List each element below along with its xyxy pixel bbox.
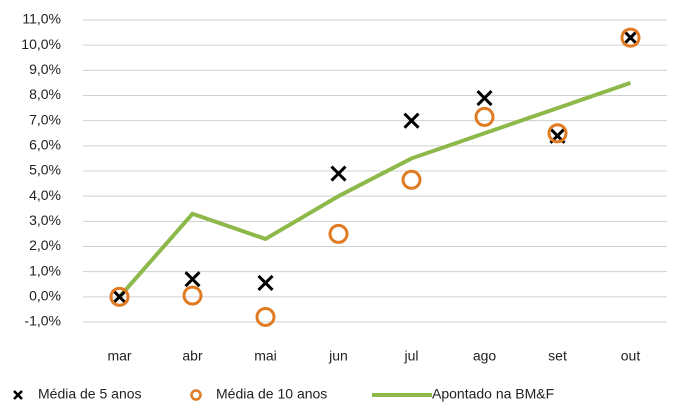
x-marker	[184, 271, 201, 288]
circle-marker	[255, 306, 276, 327]
legend-label: Média de 5 anos	[38, 386, 142, 402]
legend-marker	[190, 389, 202, 401]
circle-marker	[328, 223, 349, 244]
y-tick-label: 9,0%	[29, 61, 61, 77]
circle-marker	[109, 286, 130, 307]
y-tick-label: 7,0%	[29, 111, 61, 127]
y-tick-label: 3,0%	[29, 212, 61, 228]
circle-marker	[474, 106, 495, 127]
x-marker	[257, 274, 274, 292]
y-tick-label: 0,0%	[29, 288, 61, 304]
x-tick-label: jul	[403, 348, 418, 364]
y-tick-label: 1,0%	[29, 262, 61, 278]
circle-marker	[401, 169, 422, 190]
line	[117, 81, 632, 299]
x-tick-label: out	[621, 348, 641, 364]
circle-marker	[182, 285, 203, 306]
y-tick-label: 8,0%	[29, 86, 61, 102]
y-tick-label: 5,0%	[29, 162, 61, 178]
x-tick-label: abr	[182, 348, 203, 364]
y-tick-label: 6,0%	[29, 137, 61, 153]
legend-label: Apontado na BM&F	[432, 386, 554, 402]
x-marker	[476, 89, 493, 107]
legend-label: Média de 10 anos	[216, 386, 327, 402]
y-tick-label: 4,0%	[29, 187, 61, 203]
x-marker	[622, 29, 639, 46]
x-tick-label: ago	[473, 348, 497, 364]
x-tick-label: mar	[107, 348, 131, 364]
x-tick-label: mai	[254, 348, 277, 364]
y-tick-label: 11,0%	[22, 11, 61, 27]
circle-marker	[547, 123, 568, 144]
x-tick-label: jun	[328, 348, 348, 364]
x-marker	[403, 112, 420, 129]
y-tick-label: 10,0%	[21, 36, 61, 52]
x-marker	[330, 165, 347, 182]
circle-marker	[620, 27, 641, 48]
x-tick-label: set	[548, 348, 567, 364]
x-marker	[111, 288, 128, 305]
y-tick-label: 2,0%	[29, 237, 61, 253]
legend-marker	[13, 390, 23, 400]
y-tick-label: -1,0%	[24, 313, 61, 329]
